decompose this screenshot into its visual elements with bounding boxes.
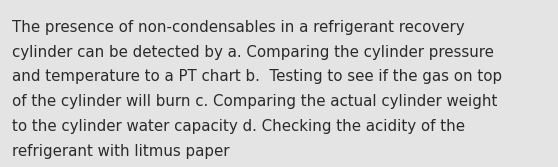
- Text: to the cylinder water capacity d. Checking the acidity of the: to the cylinder water capacity d. Checki…: [12, 119, 465, 134]
- Text: cylinder can be detected by a. Comparing the cylinder pressure: cylinder can be detected by a. Comparing…: [12, 45, 494, 60]
- Text: and temperature to a PT chart b.  Testing to see if the gas on top: and temperature to a PT chart b. Testing…: [12, 69, 502, 85]
- Text: of the cylinder will burn c. Comparing the actual cylinder weight: of the cylinder will burn c. Comparing t…: [12, 94, 498, 109]
- Text: refrigerant with litmus paper: refrigerant with litmus paper: [12, 144, 230, 159]
- Text: The presence of non-condensables in a refrigerant recovery: The presence of non-condensables in a re…: [12, 20, 465, 35]
